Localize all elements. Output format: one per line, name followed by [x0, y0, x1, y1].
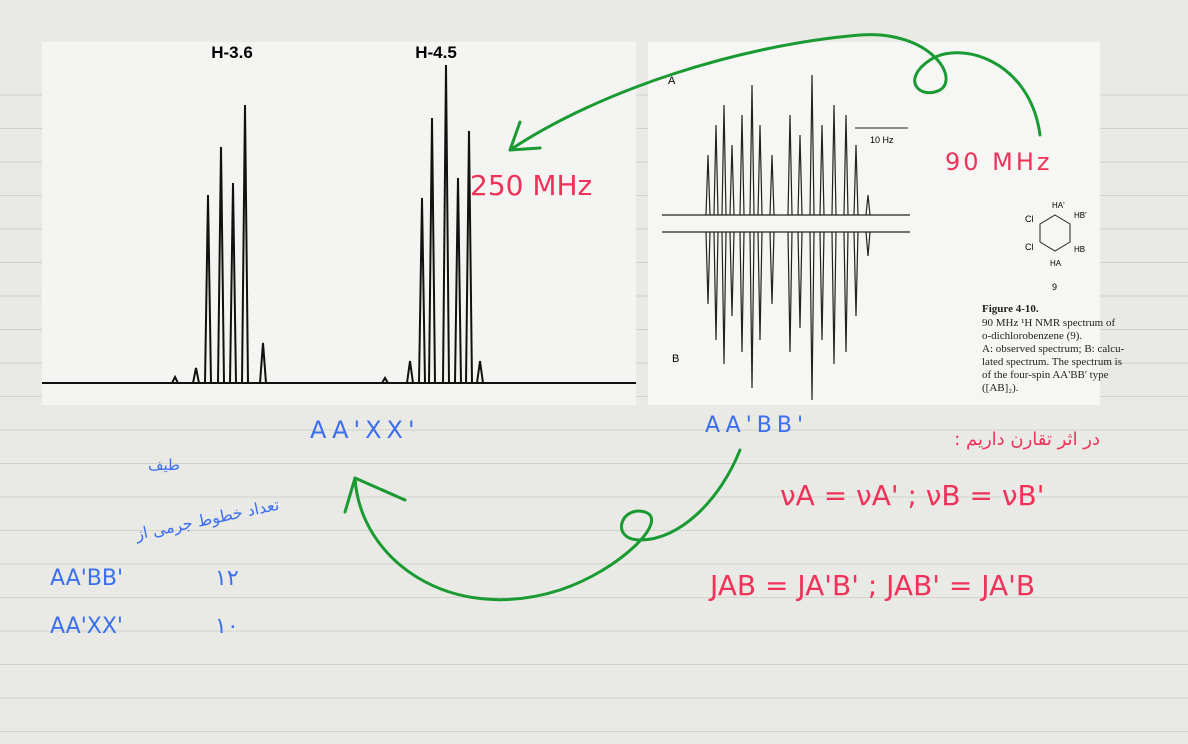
- equation: JAB = JA'B' ; JAB' = JA'B: [708, 569, 1035, 602]
- table-cell: AA'BB': [50, 566, 123, 591]
- atom: HA: [1050, 259, 1062, 268]
- note-heading: در اثر تقارن داریم :: [954, 429, 1100, 450]
- arrowhead: [343, 476, 407, 514]
- compound-number: 9: [1052, 282, 1057, 292]
- table-cell: AA'XX': [50, 614, 123, 639]
- caption-line: 90 MHz ¹H NMR spectrum of: [982, 317, 1115, 329]
- arrowhead: [508, 120, 542, 152]
- frequency-note: 90 MHz: [945, 148, 1053, 176]
- atom: Cl: [1025, 242, 1034, 252]
- equation: νA = νA' ; νB = νB': [780, 479, 1044, 512]
- observed-trace: [662, 74, 910, 216]
- atom: HA': [1052, 201, 1065, 210]
- caption-line: of the four-spin AA'BB' type: [982, 369, 1109, 381]
- caption-line: A: observed spectrum; B: calcu-: [982, 343, 1125, 355]
- arrows: [343, 33, 1042, 602]
- scale-label: 10 Hz: [870, 135, 894, 145]
- caption-line: lated spectrum. The spectrum is: [982, 356, 1122, 368]
- molecule: [1039, 214, 1071, 252]
- atom: HB': [1074, 211, 1087, 220]
- caption: 90 MHz ¹H NMR spectrum ofo-dichlorobenze…: [982, 317, 1125, 394]
- frequency-note: 250 MHz: [470, 169, 592, 202]
- figure-title: Figure 4-10.: [982, 303, 1039, 315]
- ring: [1039, 214, 1071, 252]
- peak-label: H-4.5: [415, 43, 457, 62]
- arrow: [508, 33, 1042, 152]
- calculated-trace: [662, 231, 910, 401]
- panel-label: A: [668, 75, 676, 87]
- left-spectrum: [42, 64, 636, 384]
- spin-system: AA'BB': [705, 413, 808, 438]
- caption-line: ([AB]₂).: [982, 382, 1019, 394]
- atom: Cl: [1025, 214, 1034, 224]
- atom: HB: [1074, 245, 1085, 254]
- table-cell: ۱۲: [215, 566, 239, 591]
- panel-label: B: [672, 353, 679, 365]
- caption-line: o-dichlorobenzene (9).: [982, 330, 1082, 342]
- right-spectrum: [662, 74, 910, 401]
- table-cell: ۱۰: [215, 614, 239, 639]
- spin-system: AA'XX': [310, 416, 420, 444]
- arrow: [353, 448, 742, 602]
- peak-label: H-3.6: [211, 43, 253, 62]
- left-image: [42, 42, 636, 405]
- table-heading: طیف: [148, 456, 180, 474]
- spectrum-trace: [42, 64, 636, 384]
